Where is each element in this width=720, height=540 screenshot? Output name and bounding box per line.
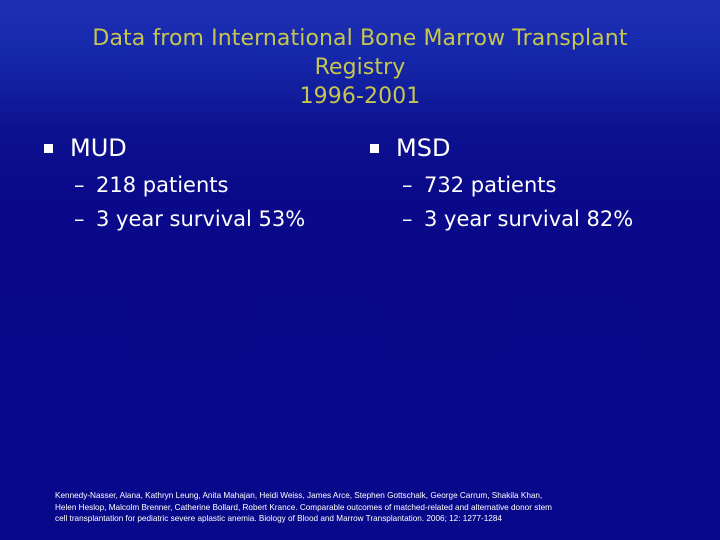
bullet-msd: MSD bbox=[370, 132, 690, 164]
citation-line-2: Helen Heslop, Malcolm Brenner, Catherine… bbox=[55, 502, 552, 512]
dash-icon: – bbox=[74, 173, 85, 197]
square-bullet-icon bbox=[370, 144, 379, 153]
citation: Kennedy-Nasser, Alana, Kathryn Leung, An… bbox=[55, 490, 675, 525]
square-bullet-icon bbox=[44, 144, 53, 153]
sub-item: –3 year survival 82% bbox=[402, 202, 690, 236]
bullet-mud: MUD bbox=[44, 132, 344, 164]
title-line-2: Registry bbox=[314, 55, 406, 80]
bullet-heading: MSD bbox=[396, 134, 451, 162]
right-column: MSD –732 patients –3 year survival 82% bbox=[370, 132, 690, 236]
citation-line-3: cell transplantation for pediatric sever… bbox=[55, 514, 502, 523]
sub-item-text: 3 year survival 82% bbox=[424, 207, 634, 231]
dash-icon: – bbox=[74, 207, 85, 231]
sub-list: –732 patients –3 year survival 82% bbox=[370, 168, 690, 236]
sub-item: –732 patients bbox=[402, 168, 690, 202]
bullet-heading: MUD bbox=[70, 134, 127, 162]
dash-icon: – bbox=[402, 207, 413, 231]
sub-item: –3 year survival 53% bbox=[74, 202, 344, 236]
left-column: MUD –218 patients –3 year survival 53% bbox=[44, 132, 344, 236]
sub-list: –218 patients –3 year survival 53% bbox=[44, 168, 344, 236]
sub-item: –218 patients bbox=[74, 168, 344, 202]
citation-line-1: Kennedy-Nasser, Alana, Kathryn Leung, An… bbox=[55, 491, 543, 500]
title-line-3: 1996-2001 bbox=[299, 84, 421, 109]
dash-icon: – bbox=[402, 173, 413, 197]
title-line-1: Data from International Bone Marrow Tran… bbox=[92, 26, 628, 51]
slide-title: Data from International Bone Marrow Tran… bbox=[40, 24, 680, 111]
sub-item-text: 732 patients bbox=[424, 173, 557, 197]
sub-item-text: 218 patients bbox=[96, 173, 229, 197]
sub-item-text: 3 year survival 53% bbox=[96, 207, 306, 231]
